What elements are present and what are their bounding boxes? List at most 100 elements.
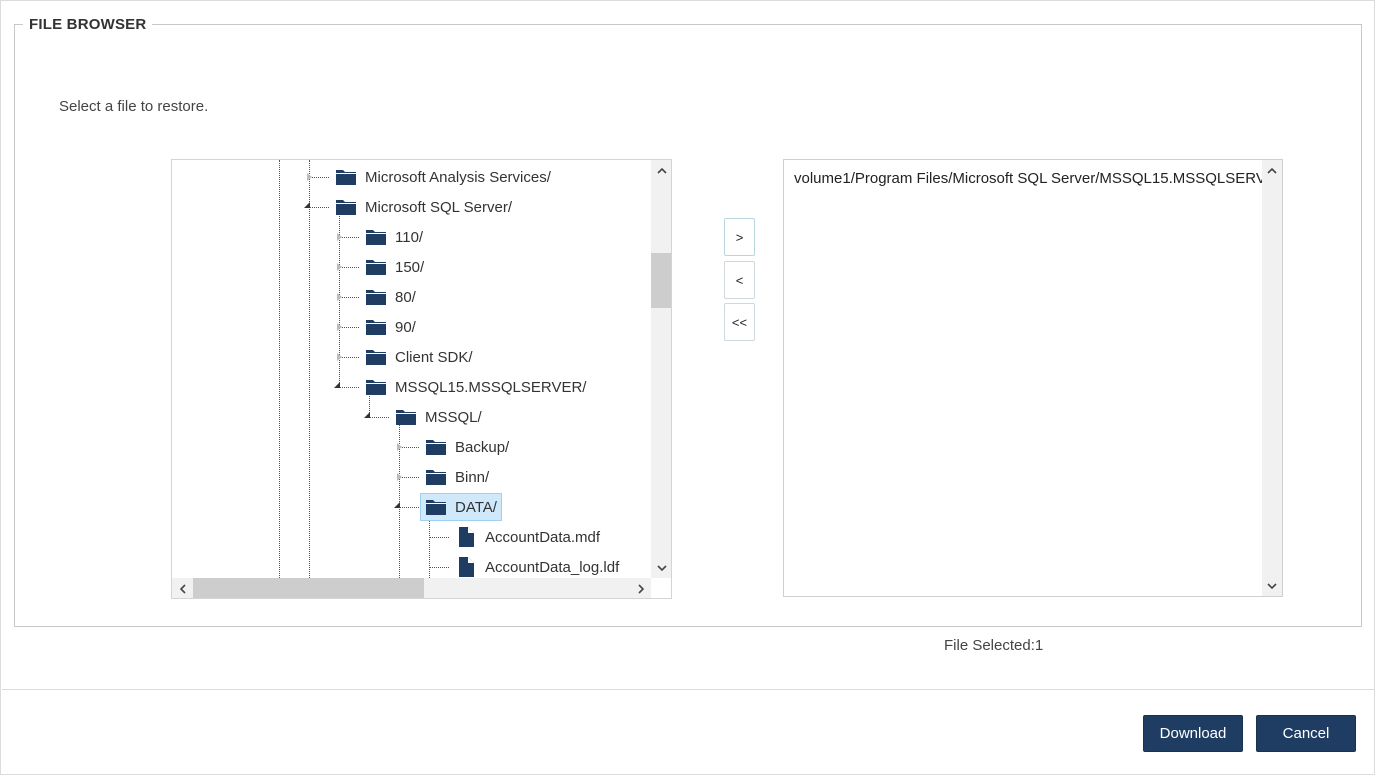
collapsed-arrow-icon[interactable] <box>397 473 402 481</box>
selected-list-scrollbar[interactable] <box>1262 160 1282 596</box>
tree-connector <box>429 567 449 568</box>
tree-file-node[interactable]: AccountData_log.ldf <box>455 554 619 578</box>
tree-connector <box>339 267 359 268</box>
tree-guide-line <box>309 160 310 578</box>
tree-node-label: DATA/ <box>455 498 497 516</box>
tree-folder-node[interactable]: 110/ <box>365 224 423 250</box>
collapsed-arrow-icon[interactable] <box>337 293 342 301</box>
tree-connector <box>339 297 359 298</box>
folder-icon <box>366 320 386 335</box>
tree-connector <box>399 507 419 508</box>
tree-node-label: MSSQL15.MSSQLSERVER/ <box>395 378 587 396</box>
tree-node-label: Client SDK/ <box>395 348 473 366</box>
tree-connector <box>339 237 359 238</box>
tree-folder-node[interactable]: 80/ <box>365 284 416 310</box>
tree-node-label: AccountData_log.ldf <box>485 558 620 576</box>
expanded-arrow-icon[interactable] <box>304 202 310 208</box>
scroll-right-icon[interactable] <box>630 578 651 598</box>
tree-vertical-scroll-thumb[interactable] <box>651 253 671 308</box>
tree-file-node[interactable]: AccountData.mdf <box>455 524 600 550</box>
expanded-arrow-icon[interactable] <box>334 382 340 388</box>
collapsed-arrow-icon[interactable] <box>337 353 342 361</box>
scroll-down-icon[interactable] <box>651 557 671 578</box>
file-selected-count: File Selected:1 <box>944 637 1044 654</box>
folder-icon <box>426 470 446 485</box>
folder-icon <box>366 380 386 395</box>
tree-node-label: 110/ <box>395 228 424 246</box>
folder-icon <box>366 350 386 365</box>
scroll-left-icon[interactable] <box>172 578 193 598</box>
tree-folder-node[interactable]: Backup/ <box>425 434 509 460</box>
tree-node-label: AccountData.mdf <box>485 528 601 546</box>
remove-from-selection-button[interactable]: < <box>724 261 755 299</box>
cancel-button[interactable]: Cancel <box>1256 715 1356 752</box>
tree-node-label: MSSQL/ <box>425 408 482 426</box>
tree-guide-line <box>429 513 430 578</box>
tree-folder-node[interactable]: MSSQL15.MSSQLSERVER/ <box>365 374 586 400</box>
tree-node-label: Backup/ <box>455 438 510 456</box>
tree-node-label: Binn/ <box>455 468 490 486</box>
folder-icon <box>426 440 446 455</box>
tree-connector <box>339 387 359 388</box>
file-tree-viewport: Microsoft Analysis Services/Microsoft SQ… <box>172 160 652 578</box>
folder-icon <box>336 200 356 215</box>
tree-connector <box>339 357 359 358</box>
tree-connector <box>309 177 329 178</box>
tree-folder-node[interactable]: Microsoft SQL Server/ <box>335 194 512 220</box>
tree-connector <box>429 537 449 538</box>
scroll-up-icon[interactable] <box>1262 160 1282 181</box>
panel-legend: FILE BROWSER <box>29 16 147 33</box>
folder-icon <box>396 410 416 425</box>
expanded-arrow-icon[interactable] <box>394 502 400 508</box>
folder-icon <box>426 500 446 515</box>
folder-icon <box>366 290 386 305</box>
add-to-selection-button[interactable]: > <box>724 218 755 256</box>
selected-files-list[interactable]: volume1/Program Files/Microsoft SQL Serv… <box>783 159 1283 597</box>
tree-connector <box>309 207 329 208</box>
tree-node-label: Microsoft SQL Server/ <box>365 198 512 216</box>
tree-connector <box>399 447 419 448</box>
tree-vertical-scrollbar[interactable] <box>651 160 671 578</box>
tree-horizontal-scrollbar[interactable] <box>172 578 651 598</box>
selected-file-item[interactable]: volume1/Program Files/Microsoft SQL Serv… <box>794 170 1262 187</box>
collapsed-arrow-icon[interactable] <box>307 173 312 181</box>
file-tree[interactable]: Microsoft Analysis Services/Microsoft SQ… <box>171 159 672 599</box>
scrollbar-corner <box>651 578 671 598</box>
folder-icon <box>366 260 386 275</box>
scroll-down-icon[interactable] <box>1262 575 1282 596</box>
file-browser-panel: FILE BROWSER <box>14 16 1362 627</box>
collapsed-arrow-icon[interactable] <box>337 263 342 271</box>
tree-node-label: Microsoft Analysis Services/ <box>365 168 551 186</box>
tree-folder-node[interactable]: Binn/ <box>425 464 489 490</box>
collapsed-arrow-icon[interactable] <box>337 233 342 241</box>
tree-connector <box>369 417 389 418</box>
tree-node-label: 90/ <box>395 318 416 336</box>
instruction-text: Select a file to restore. <box>59 98 209 115</box>
tree-folder-node[interactable]: DATA/ <box>420 493 502 521</box>
remove-all-button[interactable]: << <box>724 303 755 341</box>
file-icon <box>459 557 474 577</box>
tree-folder-node[interactable]: Client SDK/ <box>365 344 473 370</box>
tree-node-label: 80/ <box>395 288 416 306</box>
tree-guide-line <box>279 160 280 578</box>
collapsed-arrow-icon[interactable] <box>337 323 342 331</box>
tree-node-label: 150/ <box>395 258 425 276</box>
tree-guide-line <box>369 393 370 415</box>
scroll-up-icon[interactable] <box>651 160 671 181</box>
tree-folder-node[interactable]: MSSQL/ <box>395 404 482 430</box>
tree-horizontal-scroll-thumb[interactable] <box>193 578 424 598</box>
folder-icon <box>366 230 386 245</box>
footer-divider <box>2 689 1375 690</box>
expanded-arrow-icon[interactable] <box>364 412 370 418</box>
folder-icon <box>336 170 356 185</box>
tree-guide-line <box>399 423 400 578</box>
tree-connector <box>339 327 359 328</box>
tree-connector <box>399 477 419 478</box>
tree-folder-node[interactable]: 90/ <box>365 314 416 340</box>
download-button[interactable]: Download <box>1143 715 1243 752</box>
tree-folder-node[interactable]: Microsoft Analysis Services/ <box>335 164 551 190</box>
file-icon <box>459 527 474 547</box>
collapsed-arrow-icon[interactable] <box>397 443 402 451</box>
tree-folder-node[interactable]: 150/ <box>365 254 424 280</box>
